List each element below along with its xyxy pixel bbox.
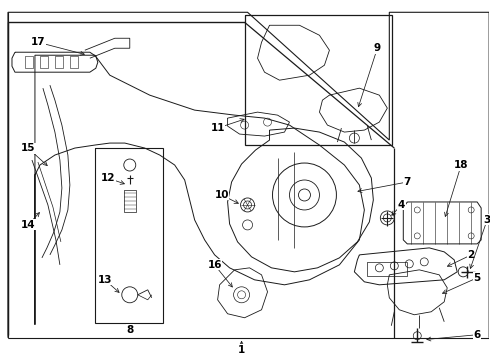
Text: 10: 10 [214,190,229,200]
Text: 9: 9 [374,43,381,53]
Text: 8: 8 [126,325,133,335]
Text: 11: 11 [210,123,225,133]
Text: 18: 18 [454,160,468,170]
Text: 4: 4 [397,200,405,210]
Text: 5: 5 [473,273,481,283]
Text: 6: 6 [473,330,481,340]
Text: 1: 1 [238,345,245,355]
Text: 7: 7 [404,177,411,187]
Text: 3: 3 [484,215,490,225]
Text: 13: 13 [98,275,112,285]
Text: 2: 2 [467,250,475,260]
Text: 14: 14 [21,220,35,230]
Text: 17: 17 [30,37,45,47]
Text: 15: 15 [21,143,35,153]
Text: 16: 16 [207,260,222,270]
Text: 12: 12 [100,173,115,183]
